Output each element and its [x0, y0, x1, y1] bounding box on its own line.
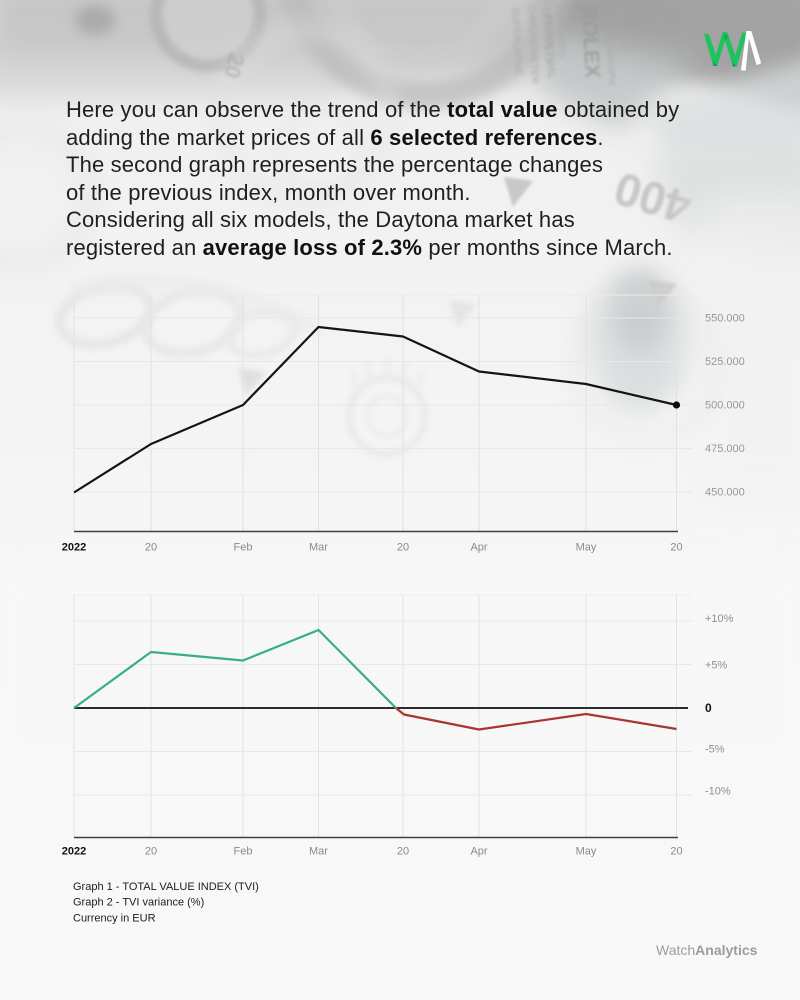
svg-text:-10%: -10%: [705, 786, 731, 798]
svg-text:May: May: [576, 542, 597, 554]
svg-text:Mar: Mar: [309, 846, 328, 858]
svg-text:Feb: Feb: [234, 542, 253, 554]
svg-text:May: May: [576, 846, 597, 858]
svg-text:20: 20: [670, 542, 682, 554]
svg-text:Mar: Mar: [309, 542, 328, 554]
svg-text:525.000: 525.000: [705, 356, 745, 368]
svg-text:0: 0: [705, 701, 712, 715]
svg-text:CERTIFIED: CERTIFIED: [553, 6, 567, 59]
svg-text:OYSTER: OYSTER: [615, 8, 628, 50]
svg-text:+5%: +5%: [705, 660, 728, 672]
svg-text:Feb: Feb: [234, 846, 253, 858]
svg-text:COSMOGRAPH: COSMOGRAPH: [602, 12, 617, 86]
svg-text:2022: 2022: [62, 542, 86, 554]
svg-text:Graph 1 - TOTAL VALUE INDEX (T: Graph 1 - TOTAL VALUE INDEX (TVI): [73, 881, 259, 893]
svg-text:PERPETUAL: PERPETUAL: [542, 14, 557, 80]
svg-text:ROLEX: ROLEX: [577, 5, 604, 78]
svg-text:20: 20: [397, 846, 409, 858]
svg-text:Currency in EUR: Currency in EUR: [73, 912, 156, 924]
svg-text:WatchAnalytics: WatchAnalytics: [656, 942, 758, 958]
svg-text:20: 20: [670, 846, 682, 858]
svg-text:Graph 2 - TVI variance (%): Graph 2 - TVI variance (%): [73, 897, 204, 909]
svg-text:450.000: 450.000: [705, 487, 745, 499]
svg-text:2022: 2022: [62, 846, 86, 858]
svg-text:OFFICIALLY: OFFICIALLY: [540, 8, 554, 65]
svg-text:CHRONOMETER: CHRONOMETER: [525, 5, 540, 85]
svg-text:550.000: 550.000: [705, 313, 745, 325]
svg-text:20: 20: [397, 542, 409, 554]
svg-text:20: 20: [145, 846, 157, 858]
svg-text:500.000: 500.000: [705, 400, 745, 412]
svg-text:475.000: 475.000: [705, 443, 745, 455]
svg-text:Apr: Apr: [470, 542, 487, 554]
svg-text:20: 20: [145, 542, 157, 554]
svg-text:SUPERLATIVE: SUPERLATIVE: [509, 8, 524, 77]
svg-text:+10%: +10%: [705, 613, 734, 625]
svg-text:Apr: Apr: [470, 846, 487, 858]
svg-text:-5%: -5%: [705, 744, 725, 756]
